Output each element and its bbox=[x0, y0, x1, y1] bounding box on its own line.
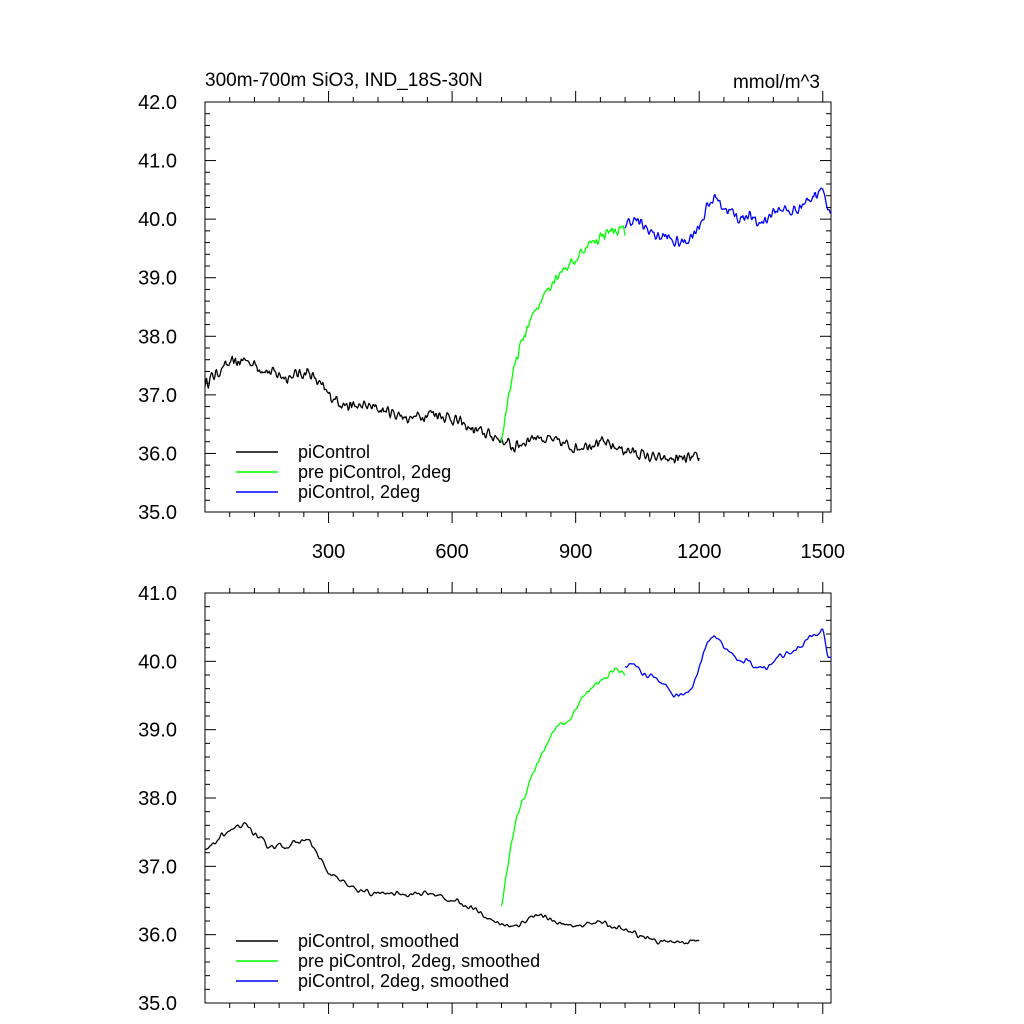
x-tick-label: 300 bbox=[312, 541, 345, 563]
y-tick-label: 41.0 bbox=[138, 583, 177, 605]
y-tick-label: 41.0 bbox=[138, 151, 177, 173]
y-tick-label: 39.0 bbox=[138, 720, 177, 742]
y-tick-label: 37.0 bbox=[138, 856, 177, 878]
y-tick-label: 35.0 bbox=[138, 993, 177, 1015]
y-tick-label: 38.0 bbox=[138, 788, 177, 810]
series-line bbox=[624, 628, 832, 698]
legend-label: piControl, smoothed bbox=[298, 931, 459, 951]
series-line bbox=[204, 822, 700, 945]
legend-label: piControl, 2deg bbox=[298, 482, 420, 502]
series-line bbox=[204, 355, 700, 464]
y-tick-label: 38.0 bbox=[138, 326, 177, 348]
y-tick-label: 37.0 bbox=[138, 385, 177, 407]
bottom-panel: 35.0 36.0 37.0 38.0 39.0 40.0 41.0 piControl, s… bbox=[138, 582, 832, 1015]
legend-label: piControl, 2deg, smoothed bbox=[298, 971, 509, 991]
top-panel: 35.0 36.0 37.0 38.0 39.0 40.0 41.0 42.0 300 600 90… bbox=[138, 91, 845, 563]
y-tick-label: 36.0 bbox=[138, 925, 177, 947]
y-tick-label: 36.0 bbox=[138, 443, 177, 465]
plot-frame bbox=[204, 101, 832, 513]
units-label: mmol/m^3 bbox=[733, 72, 820, 93]
y-tick-label: 39.0 bbox=[138, 268, 177, 290]
x-tick-label: 600 bbox=[435, 541, 468, 563]
series-line bbox=[500, 225, 626, 442]
y-tick-label: 35.0 bbox=[138, 502, 177, 524]
legend-label: pre piControl, 2deg bbox=[298, 462, 451, 482]
legend-label: piControl bbox=[298, 442, 370, 462]
legend-label: pre piControl, 2deg, smoothed bbox=[298, 951, 540, 971]
chart-title: 300m-700m SiO3, IND_18S-30N bbox=[205, 70, 483, 91]
x-tick-label: 1500 bbox=[801, 541, 846, 563]
y-tick-label: 40.0 bbox=[138, 209, 177, 231]
series-line bbox=[624, 187, 832, 247]
series-line bbox=[500, 667, 626, 907]
x-tick-label: 900 bbox=[559, 541, 592, 563]
x-tick-label: 1200 bbox=[677, 541, 722, 563]
y-tick-label: 40.0 bbox=[138, 651, 177, 673]
y-tick-label: 42.0 bbox=[138, 92, 177, 114]
